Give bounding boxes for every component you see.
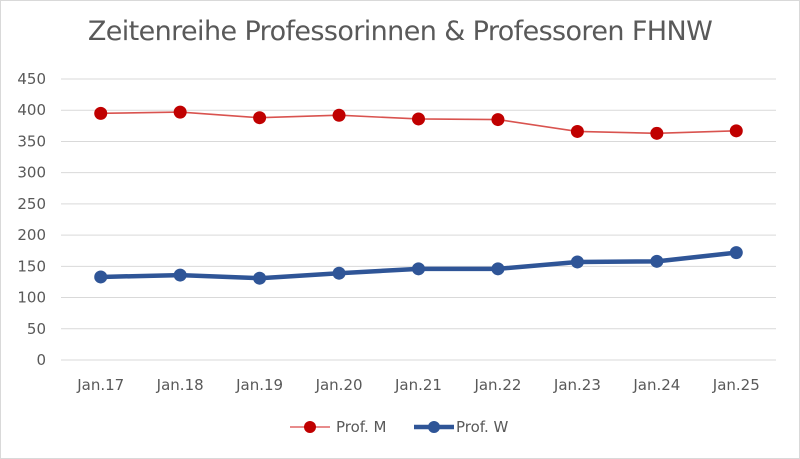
x-tick-label: Jan.18 — [156, 376, 204, 394]
legend-label-prof-m: Prof. M — [336, 418, 386, 436]
y-tick-label: 300 — [17, 164, 46, 182]
y-tick-label: 150 — [17, 257, 46, 275]
data-point[interactable] — [253, 111, 267, 125]
legend-marker-blue-icon — [428, 421, 440, 433]
data-point[interactable] — [94, 106, 108, 120]
data-point[interactable] — [729, 124, 743, 138]
data-point[interactable] — [491, 262, 505, 276]
data-point[interactable] — [650, 254, 664, 268]
legend-label-prof-w: Prof. W — [456, 418, 509, 436]
x-tick-label: Jan.21 — [394, 376, 442, 394]
data-point[interactable] — [570, 255, 584, 269]
series-prof-m — [94, 105, 743, 140]
data-point[interactable] — [570, 124, 584, 138]
x-tick-label: Jan.19 — [235, 376, 283, 394]
legend-item-prof-m[interactable]: Prof. M — [290, 418, 386, 436]
data-point[interactable] — [94, 270, 108, 284]
x-tick-label: Jan.24 — [632, 376, 680, 394]
chart-title: Zeitenreihe Professorinnen & Professoren… — [87, 16, 713, 47]
x-axis-ticks: Jan.17 Jan.18 Jan.19 Jan.20 Jan.21 Jan.22 Jan.… — [76, 376, 760, 394]
data-point[interactable] — [729, 246, 743, 260]
data-point[interactable] — [173, 268, 187, 282]
data-point[interactable] — [173, 105, 187, 119]
x-tick-label: Jan.17 — [76, 376, 124, 394]
data-point[interactable] — [253, 271, 267, 285]
data-point[interactable] — [332, 108, 346, 122]
legend-marker-red-icon — [304, 421, 316, 433]
data-point[interactable] — [332, 266, 346, 280]
y-tick-label: 200 — [17, 226, 46, 244]
y-tick-label: 400 — [17, 101, 46, 119]
data-point[interactable] — [412, 262, 425, 276]
data-point[interactable] — [412, 112, 425, 126]
y-axis-ticks: 0 50 100 150 200 250 300 350 400 450 — [17, 70, 46, 369]
x-tick-label: Jan.22 — [473, 376, 521, 394]
x-tick-label: Jan.23 — [553, 376, 601, 394]
y-tick-label: 450 — [17, 70, 46, 88]
y-tick-label: 100 — [17, 289, 46, 307]
data-series — [94, 105, 743, 285]
y-tick-label: 250 — [17, 195, 46, 213]
y-tick-label: 50 — [27, 320, 46, 338]
y-tick-label: 0 — [36, 351, 46, 369]
legend-item-prof-w[interactable]: Prof. W — [414, 418, 509, 436]
legend: Prof. M Prof. W — [290, 418, 509, 436]
x-tick-label: Jan.25 — [712, 376, 760, 394]
series-prof-w — [94, 246, 743, 285]
data-point[interactable] — [650, 126, 664, 140]
y-tick-label: 350 — [17, 132, 46, 150]
data-point[interactable] — [491, 113, 505, 127]
x-tick-label: Jan.20 — [315, 376, 363, 394]
